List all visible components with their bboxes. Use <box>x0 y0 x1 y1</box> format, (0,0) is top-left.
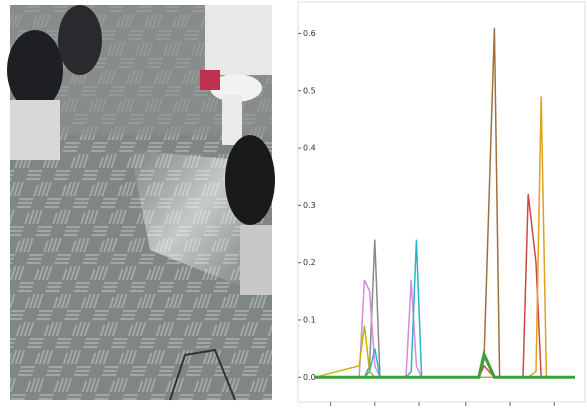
y-tick-label: 0.2 <box>303 258 316 267</box>
plot-frame <box>298 2 585 402</box>
screen: 0.0 0.1 0.2 0.3 0.4 0.5 0.6 <box>0 0 587 412</box>
y-tick-label: 0.4 <box>303 144 316 153</box>
page: 0.00.10.20.30.40.50.6 (() => { const dat… <box>0 0 587 416</box>
y-tick-label: 0.6 <box>303 29 316 38</box>
y-tick-label: 0.5 <box>303 86 316 95</box>
y-tick-label: 0.0 <box>303 373 316 382</box>
camera-photo <box>7 5 275 400</box>
y-tick-label: 0.1 <box>303 315 316 324</box>
y-tick-label: 0.3 <box>303 201 316 210</box>
